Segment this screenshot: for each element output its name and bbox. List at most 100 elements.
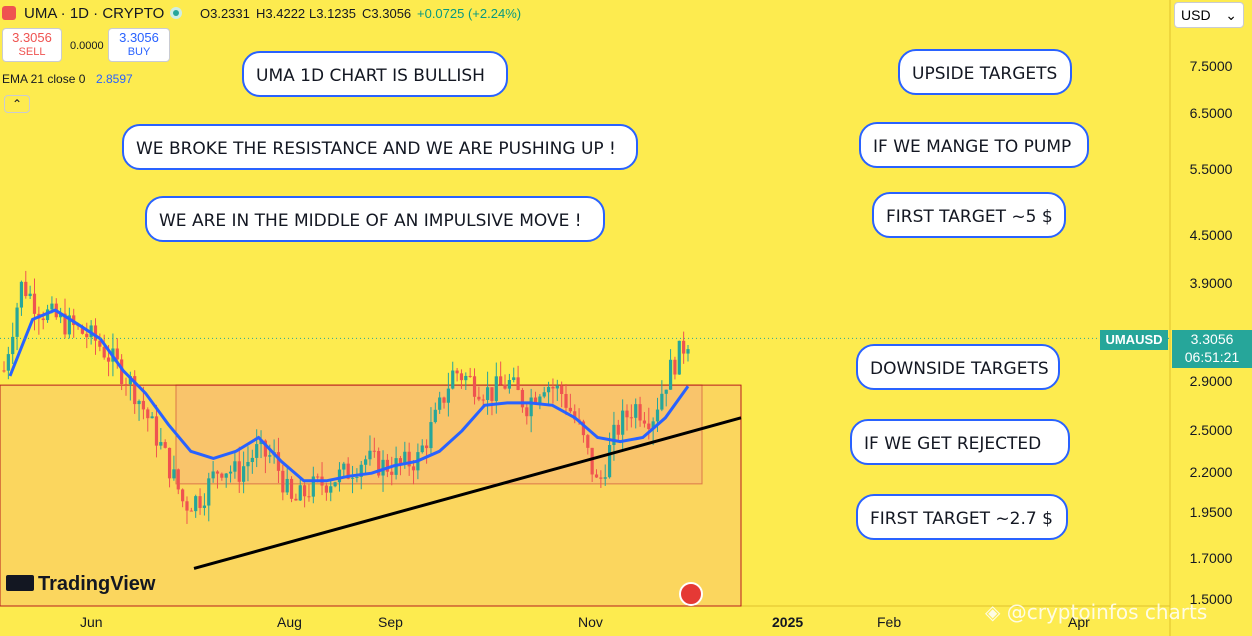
candle-body (242, 466, 246, 482)
candle-body (424, 445, 429, 449)
candle-body (629, 417, 633, 419)
last-price-value: 3.3056 (1190, 331, 1234, 347)
callout-downside-targets[interactable]: DOWNSIDE TARGETS (856, 344, 1060, 390)
callout-if-rejected[interactable]: IF WE GET REJECTED (850, 419, 1070, 465)
candle-body (85, 333, 89, 338)
candle-body (281, 470, 285, 493)
callout-upside-targets[interactable]: UPSIDE TARGETS (898, 49, 1072, 95)
candle-body (50, 303, 54, 310)
callout-broke-resistance[interactable]: WE BROKE THE RESISTANCE AND WE ARE PUSHI… (122, 124, 638, 170)
candle-body (625, 410, 629, 418)
candle-body (433, 409, 437, 423)
candle-body (555, 385, 559, 389)
candle-body (612, 424, 616, 446)
candle-body (329, 486, 333, 493)
candle-body (307, 496, 311, 498)
candle-body (660, 393, 664, 410)
candle-body (324, 485, 328, 493)
candle-body (546, 386, 551, 393)
candle-body (207, 478, 211, 506)
callout-first-target-up[interactable]: FIRST TARGET ~5 $ (872, 192, 1066, 238)
candle-body (333, 482, 337, 487)
candle-body (189, 510, 193, 512)
candle-body (24, 281, 28, 297)
candle-body (503, 384, 507, 389)
candle-body (368, 450, 372, 460)
candle-body (516, 377, 520, 390)
price-tick-label: 2.9000 (1189, 372, 1233, 389)
candle-body (276, 452, 281, 471)
events-flags-icon[interactable] (679, 582, 703, 606)
candle-body (228, 471, 233, 474)
candle-body (176, 469, 180, 490)
candle-body (472, 376, 477, 397)
candle-body (647, 423, 651, 429)
currency-select[interactable]: USD ⌄ (1174, 2, 1244, 28)
candle-body (263, 440, 268, 457)
candle-body (381, 459, 385, 476)
candle-body (102, 346, 106, 358)
candle-body (80, 326, 85, 334)
candle-body (686, 349, 690, 354)
candle-body (298, 485, 302, 501)
support-zone[interactable] (0, 384, 742, 607)
candle-body (98, 340, 102, 347)
candle-body (616, 424, 620, 435)
candle-body (673, 359, 677, 375)
trendline[interactable] (193, 416, 742, 570)
candle-body (146, 409, 150, 419)
callout-impulsive-move[interactable]: WE ARE IN THE MIDDLE OF AN IMPULSIVE MOV… (145, 196, 605, 242)
sell-button[interactable]: 3.3056 SELL (2, 28, 62, 62)
candle-body (411, 466, 416, 471)
price-tick-label: 5.5000 (1189, 160, 1233, 177)
sell-label: SELL (18, 46, 46, 58)
candle-body (468, 375, 472, 377)
candle-body (163, 442, 167, 448)
callout-if-pump[interactable]: IF WE MANGE TO PUMP (859, 122, 1089, 168)
callout-first-target-down[interactable]: FIRST TARGET ~2.7 $ (856, 494, 1068, 540)
candle-body (137, 400, 141, 405)
candle-body (294, 498, 298, 501)
callout-bullish[interactable]: UMA 1D CHART IS BULLISH (242, 51, 508, 97)
ema-legend-label[interactable]: EMA 21 close 0 (2, 72, 86, 86)
price-tick-label: 1.7000 (1189, 549, 1233, 566)
tv-logo-text: TradingView (38, 573, 156, 595)
symbol-title[interactable]: UMA · 1D · CRYPTO (24, 5, 165, 22)
candle-body (303, 485, 307, 497)
watermark: ◈ @cryptoinfos charts (985, 600, 1207, 624)
candle-body (32, 293, 37, 314)
buy-label: BUY (127, 46, 151, 58)
buy-price: 3.3056 (119, 30, 159, 45)
buy-button[interactable]: 3.3056 BUY (108, 28, 170, 62)
tradingview-logo[interactable]: TradingView (6, 573, 155, 596)
collapse-legend-button[interactable]: ⌃ (4, 95, 30, 113)
candle-body (551, 386, 555, 389)
candle-body (499, 376, 503, 385)
candle-body (664, 389, 668, 394)
candle-body (651, 421, 655, 429)
candle-body (259, 440, 263, 445)
candle-body (642, 420, 647, 424)
time-tick-label: 2025 (772, 614, 804, 630)
chevron-up-icon: ⌃ (11, 97, 23, 111)
candle-body (211, 471, 215, 479)
candle-body (133, 376, 137, 405)
candle-body (494, 376, 498, 401)
candle-body (237, 461, 241, 482)
candle-body (198, 496, 202, 508)
market-status-dot (170, 7, 182, 19)
ohlc-close: C3.3056 (362, 6, 412, 21)
candle-body (459, 373, 464, 381)
candle-body (2, 370, 6, 372)
candle-body (590, 447, 594, 475)
ohlc-open: O3.2331 (200, 6, 250, 21)
candle-body (359, 464, 363, 477)
candle-body (403, 451, 407, 464)
candle-body (560, 385, 564, 395)
candle-body (224, 473, 228, 478)
time-tick-label: Apr (1068, 614, 1090, 630)
candle-body (477, 396, 481, 400)
price-tick-label: 2.2000 (1189, 464, 1233, 481)
time-tick-label: Jun (80, 614, 103, 630)
